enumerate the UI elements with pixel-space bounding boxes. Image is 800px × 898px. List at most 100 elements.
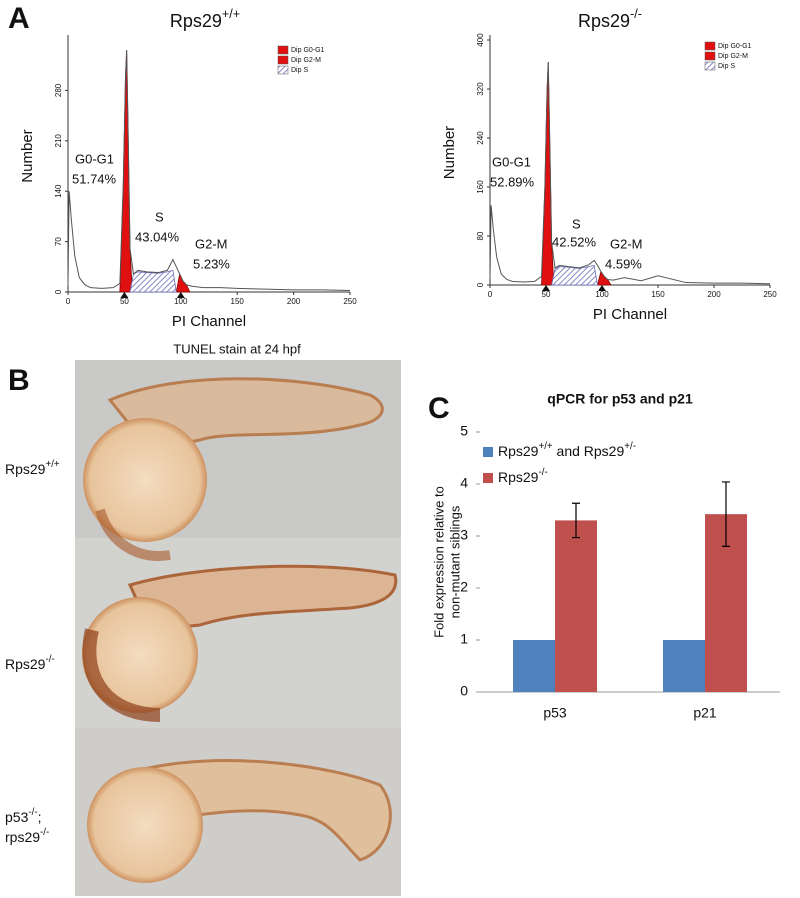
row-label: Rps29+/+ bbox=[5, 459, 60, 477]
row-label-part: +/+ bbox=[45, 459, 59, 470]
chart-title: Rps29+/+ bbox=[170, 7, 240, 30]
histogram-line bbox=[67, 50, 351, 292]
tunel-image bbox=[75, 360, 401, 896]
gated-area bbox=[129, 269, 177, 293]
row-label-part: -/- bbox=[45, 654, 54, 665]
y-axis-label: Number bbox=[19, 129, 36, 182]
legend-swatch bbox=[704, 51, 716, 61]
x-tick-label: 0 bbox=[66, 297, 71, 306]
legend-label: Dip G2-M bbox=[291, 57, 321, 64]
annotation: S bbox=[155, 209, 164, 224]
y-tick-label: 3 bbox=[460, 527, 468, 543]
chart-title-part: -/- bbox=[630, 7, 642, 21]
row-label-part: -/- bbox=[28, 807, 37, 818]
legend-label-part: Rps29 bbox=[498, 443, 539, 459]
annotation: 4.59% bbox=[605, 256, 642, 271]
row-label: Rps29-/- bbox=[5, 654, 55, 672]
y-axis-label: non-mutant siblings bbox=[447, 505, 462, 618]
legend-label-part: Rps29 bbox=[498, 469, 539, 485]
y-tick-label: 2 bbox=[460, 579, 468, 595]
annotation: 52.89% bbox=[490, 174, 535, 189]
legend-label-part: +/+ bbox=[538, 441, 552, 452]
annotation: 43.04% bbox=[135, 229, 180, 244]
legend-label: Dip S bbox=[718, 63, 735, 70]
panel-label: B bbox=[8, 364, 30, 397]
legend-swatch bbox=[483, 473, 493, 483]
bar bbox=[555, 520, 597, 692]
legend-label: Rps29-/- bbox=[498, 467, 548, 485]
x-axis-label: PI Channel bbox=[593, 306, 667, 323]
panel-label: A bbox=[8, 2, 30, 35]
y-tick-label: 210 bbox=[54, 134, 63, 148]
bar bbox=[513, 640, 555, 692]
row-label-part: Rps29 bbox=[5, 656, 46, 672]
annotation: G0-G1 bbox=[492, 154, 531, 169]
y-axis-label: Fold expression relative to bbox=[431, 486, 446, 638]
panel-label: C bbox=[428, 392, 450, 425]
x-tick-label: 100 bbox=[174, 297, 188, 306]
annotation: G2-M bbox=[195, 236, 228, 251]
y-tick-label: 0 bbox=[460, 683, 468, 699]
y-tick-label: 320 bbox=[476, 82, 485, 96]
peak-marker bbox=[120, 292, 129, 298]
row-label-part: Rps29 bbox=[5, 461, 46, 477]
error-bar bbox=[722, 481, 730, 547]
x-tick-label: 150 bbox=[651, 290, 665, 299]
peak-marker bbox=[542, 285, 550, 291]
legend-swatch bbox=[277, 65, 289, 75]
peak-marker bbox=[598, 285, 606, 291]
y-tick-label: 0 bbox=[476, 282, 485, 287]
legend-label: Rps29+/+ and Rps29+/- bbox=[498, 441, 636, 459]
gated-area bbox=[541, 62, 555, 286]
annotation: 51.74% bbox=[72, 171, 117, 186]
y-tick-label: 80 bbox=[476, 231, 485, 240]
y-tick-label: 5 bbox=[460, 423, 468, 439]
bar bbox=[663, 640, 705, 692]
y-tick-label: 140 bbox=[54, 184, 63, 198]
chart-title: qPCR for p53 and p21 bbox=[547, 391, 693, 407]
x-tick-label: 50 bbox=[542, 290, 551, 299]
chart-title-part: Rps29 bbox=[170, 11, 222, 31]
chart-title: Rps29-/- bbox=[578, 7, 642, 30]
legend-swatch bbox=[483, 447, 493, 457]
legend-swatch bbox=[277, 55, 289, 65]
histogram-line bbox=[489, 62, 771, 285]
legend-label-part: and Rps29 bbox=[553, 443, 625, 459]
annotation: 42.52% bbox=[552, 234, 597, 249]
gated-area bbox=[175, 272, 191, 293]
y-tick-label: 400 bbox=[476, 33, 485, 47]
legend-label: Dip G0-G1 bbox=[291, 47, 325, 54]
x-tick-label: 200 bbox=[707, 290, 721, 299]
annotation: G0-G1 bbox=[75, 151, 114, 166]
y-tick-label: 160 bbox=[476, 180, 485, 194]
x-tick-label: 150 bbox=[231, 297, 245, 306]
y-tick-label: 1 bbox=[460, 631, 468, 647]
x-tick-label: p53 bbox=[543, 705, 567, 721]
row-label-part: ; bbox=[38, 809, 42, 825]
gated-area bbox=[597, 270, 612, 286]
y-tick-label: 0 bbox=[54, 289, 63, 294]
annotation: G2-M bbox=[610, 236, 643, 251]
chart-title-part: Rps29 bbox=[578, 11, 630, 31]
annotation: S bbox=[572, 216, 581, 231]
y-tick-label: 240 bbox=[476, 131, 485, 145]
legend-swatch bbox=[704, 61, 716, 71]
x-tick-label: 200 bbox=[287, 297, 301, 306]
y-axis-label: Number bbox=[441, 126, 458, 179]
peak-marker bbox=[176, 292, 185, 298]
chart-title-part: +/+ bbox=[222, 7, 240, 21]
annotation: 5.23% bbox=[193, 256, 230, 271]
legend-label-part: +/- bbox=[624, 441, 636, 452]
gated-area bbox=[119, 50, 133, 293]
y-tick-label: 4 bbox=[460, 475, 468, 491]
x-axis-label: PI Channel bbox=[172, 313, 246, 330]
row-label-part: p53 bbox=[5, 809, 29, 825]
row-label-part: -/- bbox=[40, 827, 49, 838]
legend-label: Dip G2-M bbox=[718, 53, 748, 60]
x-tick-label: 250 bbox=[343, 297, 357, 306]
legend-swatch bbox=[704, 41, 716, 51]
x-tick-label: 250 bbox=[763, 290, 777, 299]
x-tick-label: p21 bbox=[693, 705, 717, 721]
legend-label-part: -/- bbox=[538, 467, 547, 478]
